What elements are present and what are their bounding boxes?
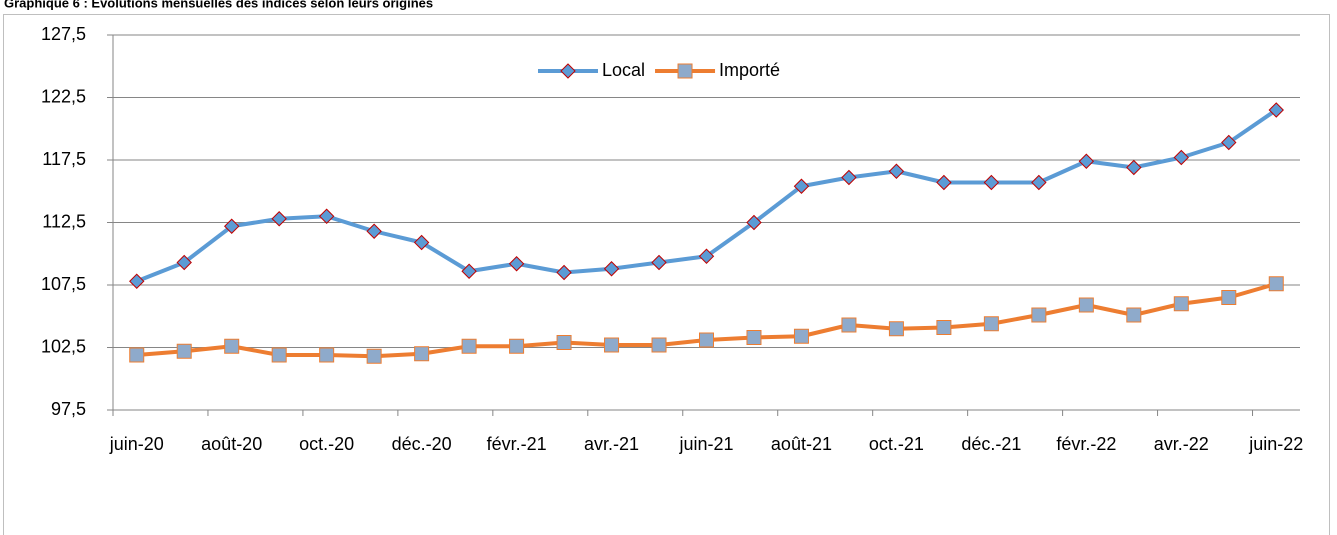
y-tick-label: 117,5 [42, 149, 86, 169]
x-tick-label: juin-21 [678, 434, 733, 454]
marker [1126, 307, 1142, 323]
marker [1173, 149, 1190, 166]
marker [983, 316, 999, 332]
marker [366, 348, 382, 364]
marker [1221, 134, 1237, 151]
marker [223, 218, 240, 234]
y-tick-label: 127,5 [41, 24, 86, 44]
marker [841, 317, 857, 333]
marker [888, 321, 904, 337]
marker [698, 248, 715, 264]
marker [604, 337, 620, 353]
x-tick-label: juin-22 [1248, 434, 1303, 454]
marker [129, 347, 145, 363]
marker [560, 63, 576, 79]
marker [509, 338, 525, 354]
marker [1078, 153, 1095, 169]
marker [319, 347, 335, 363]
marker [936, 320, 952, 335]
marker [461, 263, 477, 279]
marker [1031, 307, 1047, 323]
marker [699, 332, 714, 348]
marker [746, 214, 762, 231]
y-tick-label: 97,5 [51, 399, 86, 419]
x-tick-label: août-20 [201, 434, 262, 454]
marker [936, 174, 952, 191]
marker [556, 335, 572, 350]
x-tick-label: avr.-22 [1154, 434, 1209, 454]
legend-label: Importé [719, 60, 780, 80]
marker [1078, 297, 1094, 313]
marker [461, 338, 477, 354]
marker [603, 261, 620, 277]
marker [1221, 290, 1237, 305]
x-tick-label: août-21 [771, 434, 832, 454]
marker [841, 169, 857, 186]
marker [414, 346, 430, 362]
marker [651, 337, 667, 353]
y-tick-label: 102,5 [41, 336, 86, 356]
marker [793, 328, 809, 344]
marker [366, 223, 382, 239]
x-tick-label: avr.-21 [584, 434, 639, 454]
marker [508, 256, 525, 272]
marker [271, 347, 287, 363]
chart-frame [3, 14, 1330, 535]
marker [318, 208, 335, 224]
marker [1268, 102, 1284, 118]
y-tick-label: 107,5 [41, 274, 86, 294]
x-tick-label: oct.-20 [299, 434, 354, 454]
marker [1268, 276, 1284, 292]
marker [1126, 159, 1142, 176]
x-tick-label: juin-20 [109, 434, 164, 454]
marker [1173, 296, 1189, 312]
marker [651, 254, 667, 271]
marker [983, 174, 1000, 191]
marker [677, 63, 693, 79]
marker [556, 264, 572, 281]
x-tick-label: févr.-22 [1056, 434, 1116, 454]
marker [746, 330, 762, 345]
marker [793, 178, 810, 194]
y-tick-label: 112,5 [42, 211, 86, 231]
marker [413, 234, 430, 251]
y-tick-label: 122,5 [41, 86, 86, 106]
x-tick-label: févr.-21 [487, 434, 547, 454]
marker [176, 343, 192, 359]
legend-label: Local [602, 60, 645, 80]
x-tick-label: oct.-21 [869, 434, 924, 454]
marker [176, 254, 192, 271]
x-tick-label: déc.-21 [961, 434, 1021, 454]
x-tick-label: déc.-20 [392, 434, 452, 454]
marker [129, 273, 145, 289]
marker [271, 211, 287, 227]
marker [888, 163, 905, 179]
chart-title: Graphique 6 : Evolutions mensuelles des … [4, 0, 433, 10]
marker [224, 338, 240, 354]
marker [1031, 174, 1047, 191]
